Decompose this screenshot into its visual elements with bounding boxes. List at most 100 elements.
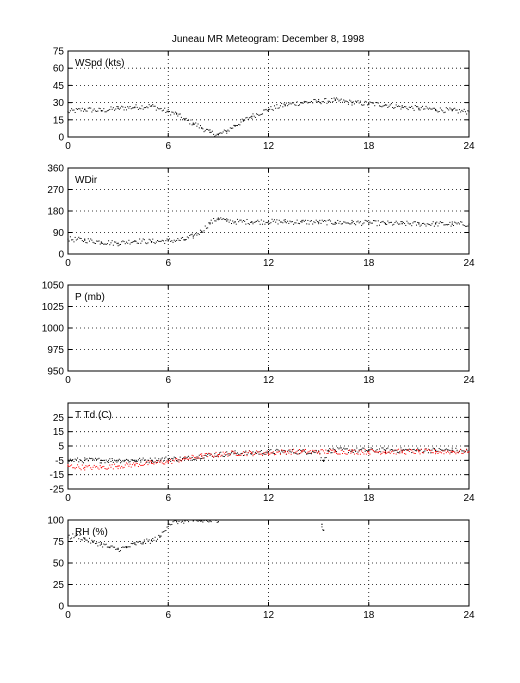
trace-dot [321,101,323,103]
x-tick-label: 0 [65,375,71,386]
trace-dot [134,240,136,242]
trace-dot [300,221,302,223]
trace-dot [331,452,333,454]
trace-dot [203,455,205,457]
y-tick-label: 360 [47,164,64,175]
trace-dot [339,447,341,449]
trace-dot [167,109,169,111]
trace-dot [293,223,295,225]
trace-dot [112,546,114,548]
trace-dot [93,464,95,466]
trace-dot [358,450,360,452]
trace-dot [147,464,149,466]
trace-dot [405,453,407,455]
trace-dot [252,451,254,453]
trace-dot [149,460,151,462]
trace-dot [381,221,383,223]
trace-dot [356,453,358,455]
trace-dot [464,451,466,453]
trace-dot [299,449,301,451]
trace-dot [73,460,75,462]
trace-dot [432,107,434,109]
trace-dot [91,239,93,241]
trace-dot [100,542,102,544]
trace-dot [214,455,216,457]
trace-dot [411,449,413,451]
trace-dot [270,106,272,108]
trace-dot [194,457,196,459]
trace-dot [410,449,412,451]
trace-dot [242,455,244,457]
trace-dot [106,243,108,245]
trace-dot [294,222,296,224]
trace-dot [152,460,154,462]
trace-dot [362,451,364,453]
trace-dot [312,451,314,453]
trace-dot [400,447,402,449]
data-point [323,529,325,531]
trace-dot [128,465,130,467]
trace-dot [306,223,308,225]
trace-dot [87,238,89,240]
trace-dot [331,449,333,451]
trace-dot [302,219,304,221]
x-tick-label: 24 [463,493,475,504]
trace-dot [431,223,433,225]
trace-dot [75,459,77,461]
trace-dot [97,545,99,547]
trace-dot [99,544,101,546]
trace-dot [341,101,343,103]
trace-dot [124,464,126,466]
trace-dot [203,131,205,133]
trace-dot [316,221,318,223]
trace-dot [380,451,382,453]
trace-dot [182,520,184,522]
trace-dot [159,461,161,463]
series-2 [67,448,470,471]
trace-dot [77,108,79,110]
trace-dot [313,221,315,223]
trace-dot [92,458,94,460]
trace-dot [386,452,388,454]
trace-dot [353,223,355,225]
trace-dot [180,460,182,462]
trace-dot [160,535,162,537]
trace-dot [69,110,71,112]
trace-dot [312,102,314,104]
x-tick-label: 12 [263,375,275,386]
trace-dot [93,459,95,461]
trace-dot [378,224,380,226]
trace-dot [435,110,437,112]
trace-dot [221,219,223,221]
trace-dot [438,222,440,224]
trace-dot [222,455,224,457]
y-tick-label: 90 [53,228,65,239]
trace-dot [353,103,355,105]
trace-dot [185,457,187,459]
trace-dot [182,459,184,461]
trace-dot [87,107,89,109]
trace-dot [387,220,389,222]
trace-dot [180,460,182,462]
data-point [117,459,119,461]
trace-dot [252,455,254,457]
trace-dot [190,457,192,459]
trace-dot [173,113,175,115]
trace-dot [263,453,265,455]
trace-dot [72,459,74,461]
trace-dot [330,101,332,103]
trace-dot [285,222,287,224]
trace-dot [188,119,190,121]
data-point [192,235,194,237]
trace-dot [136,106,138,108]
trace-dot [257,219,259,221]
trace-dot [251,453,253,455]
trace-dot [258,453,260,455]
trace-dot [120,550,122,552]
trace-dot [229,454,231,456]
trace-dot [131,241,133,243]
trace-dot [127,242,129,244]
trace-dot [122,106,124,108]
trace-dot [334,223,336,225]
